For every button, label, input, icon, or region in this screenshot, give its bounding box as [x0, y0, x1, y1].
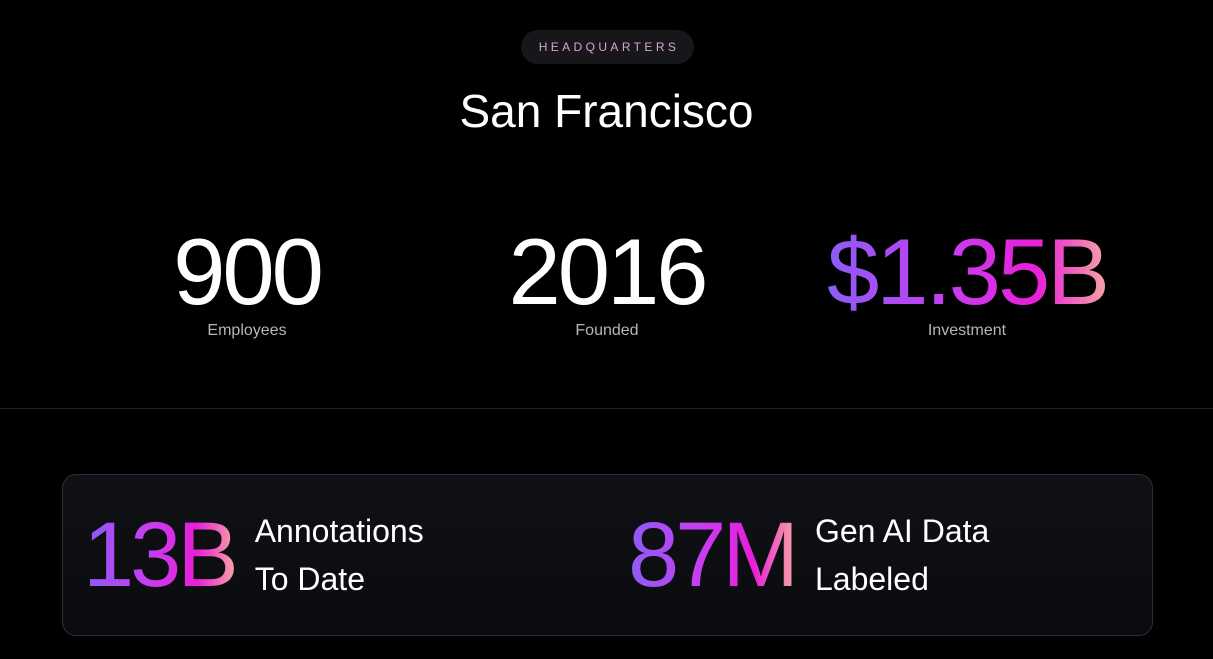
divider [0, 408, 1213, 409]
highlight-value: 13B [83, 504, 239, 606]
stat-label: Founded [575, 322, 639, 339]
stat: 900 Employees [67, 222, 427, 340]
stat-label: Investment [927, 322, 1007, 339]
stat-value-text: $1.35B [827, 219, 1110, 324]
highlights-card: 13B Annotations To Date 87M Gen AI Data … [62, 474, 1153, 636]
highlight: 13B Annotations To Date [83, 505, 445, 605]
stat-value: $1.35B [787, 222, 1147, 322]
stats: 900 Employees 2016 Founded $1.35B Invest… [67, 222, 1147, 340]
stat-value: 2016 [508, 219, 708, 324]
badge: HEADQUARTERS [521, 30, 694, 64]
stat: $1.35B Investment [787, 222, 1147, 340]
title: San Francisco [459, 85, 754, 137]
highlight-label: Annotations To Date [254, 513, 424, 597]
stat: 2016 Founded [427, 222, 787, 340]
highlight: 87M Gen AI Data Labeled [628, 505, 1005, 605]
stat-value: 900 [173, 219, 324, 324]
highlight-value: 87M [628, 504, 799, 606]
stat-label: Employees [207, 322, 287, 339]
highlight-label: Gen AI Data Labeled [814, 513, 990, 597]
